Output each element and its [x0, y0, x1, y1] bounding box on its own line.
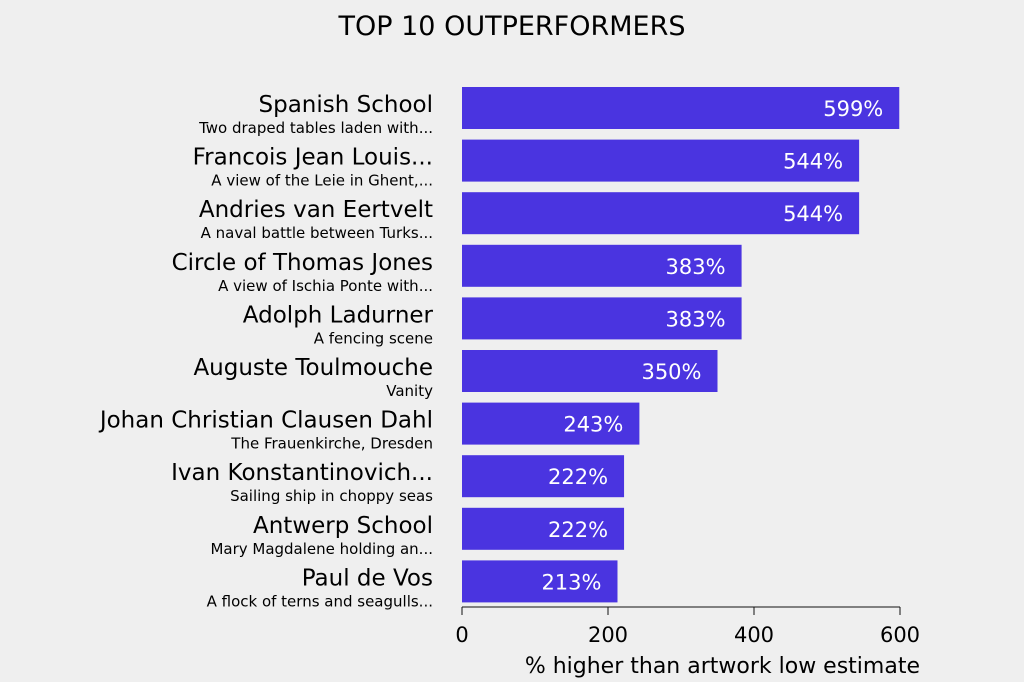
artwork-label: A naval battle between Turks...: [201, 224, 433, 242]
artist-label: Francois Jean Louis...: [193, 145, 433, 171]
artwork-label: A view of the Leie in Ghent,...: [211, 172, 433, 190]
artist-label: Adolph Ladurner: [243, 302, 434, 328]
bar: [462, 350, 718, 392]
bar: [462, 297, 742, 340]
artist-label: Auguste Toulmouche: [193, 355, 433, 381]
bar-value-label: 383%: [666, 307, 726, 331]
bar: [462, 402, 640, 445]
x-axis: 0 200 400 600: [455, 606, 920, 647]
bar: [462, 507, 625, 550]
artwork-label: Mary Magdalene holding an...: [210, 540, 433, 558]
bar: [462, 244, 742, 287]
artist-label: Circle of Thomas Jones: [172, 250, 433, 276]
artist-label: Andries van Eertvelt: [199, 197, 433, 223]
artwork-label: Two draped tables laden with...: [198, 119, 433, 137]
x-tick-label: 400: [734, 623, 774, 647]
artwork-label: The Frauenkirche, Dresden: [230, 435, 433, 453]
bar-value-label: 599%: [823, 97, 883, 121]
bar-value-label: 544%: [783, 202, 843, 226]
bar: [462, 560, 618, 603]
x-tick-label: 200: [588, 623, 628, 647]
bar: [462, 455, 625, 498]
artist-label: Johan Christian Clausen Dahl: [98, 408, 433, 434]
bars-layer: 599% 544% 544% 383% 383% 350% 243% 222% 222% 213%: [462, 87, 900, 603]
bar: [462, 139, 860, 182]
bar-value-label: 383%: [666, 255, 726, 279]
artist-label: Spanish School: [259, 92, 434, 118]
artist-label: Antwerp School: [253, 513, 433, 539]
bar-value-label: 350%: [641, 360, 701, 384]
artwork-label: Sailing ship in choppy seas: [230, 487, 433, 505]
bar: [462, 192, 860, 235]
x-tick-label: 0: [455, 623, 468, 647]
artwork-label: Vanity: [386, 382, 433, 400]
bar-value-label: 544%: [783, 150, 843, 174]
x-tick-label: 600: [880, 623, 920, 647]
artwork-label: A flock of terns and seagulls...: [207, 592, 433, 610]
bar-value-label: 222%: [548, 465, 608, 489]
artist-label: Ivan Konstantinovich...: [171, 460, 433, 486]
x-axis-label: % higher than artwork low estimate: [525, 654, 920, 679]
bar-value-label: 213%: [541, 570, 601, 594]
artwork-label: A view of Ischia Ponte with...: [218, 277, 433, 295]
bar: [462, 87, 900, 129]
bar-value-label: 243%: [563, 413, 623, 437]
artist-label: Paul de Vos: [302, 565, 433, 591]
chart-title: TOP 10 OUTPERFORMERS: [338, 11, 686, 42]
bar-value-label: 222%: [548, 518, 608, 542]
artwork-label: A fencing scene: [314, 329, 433, 347]
